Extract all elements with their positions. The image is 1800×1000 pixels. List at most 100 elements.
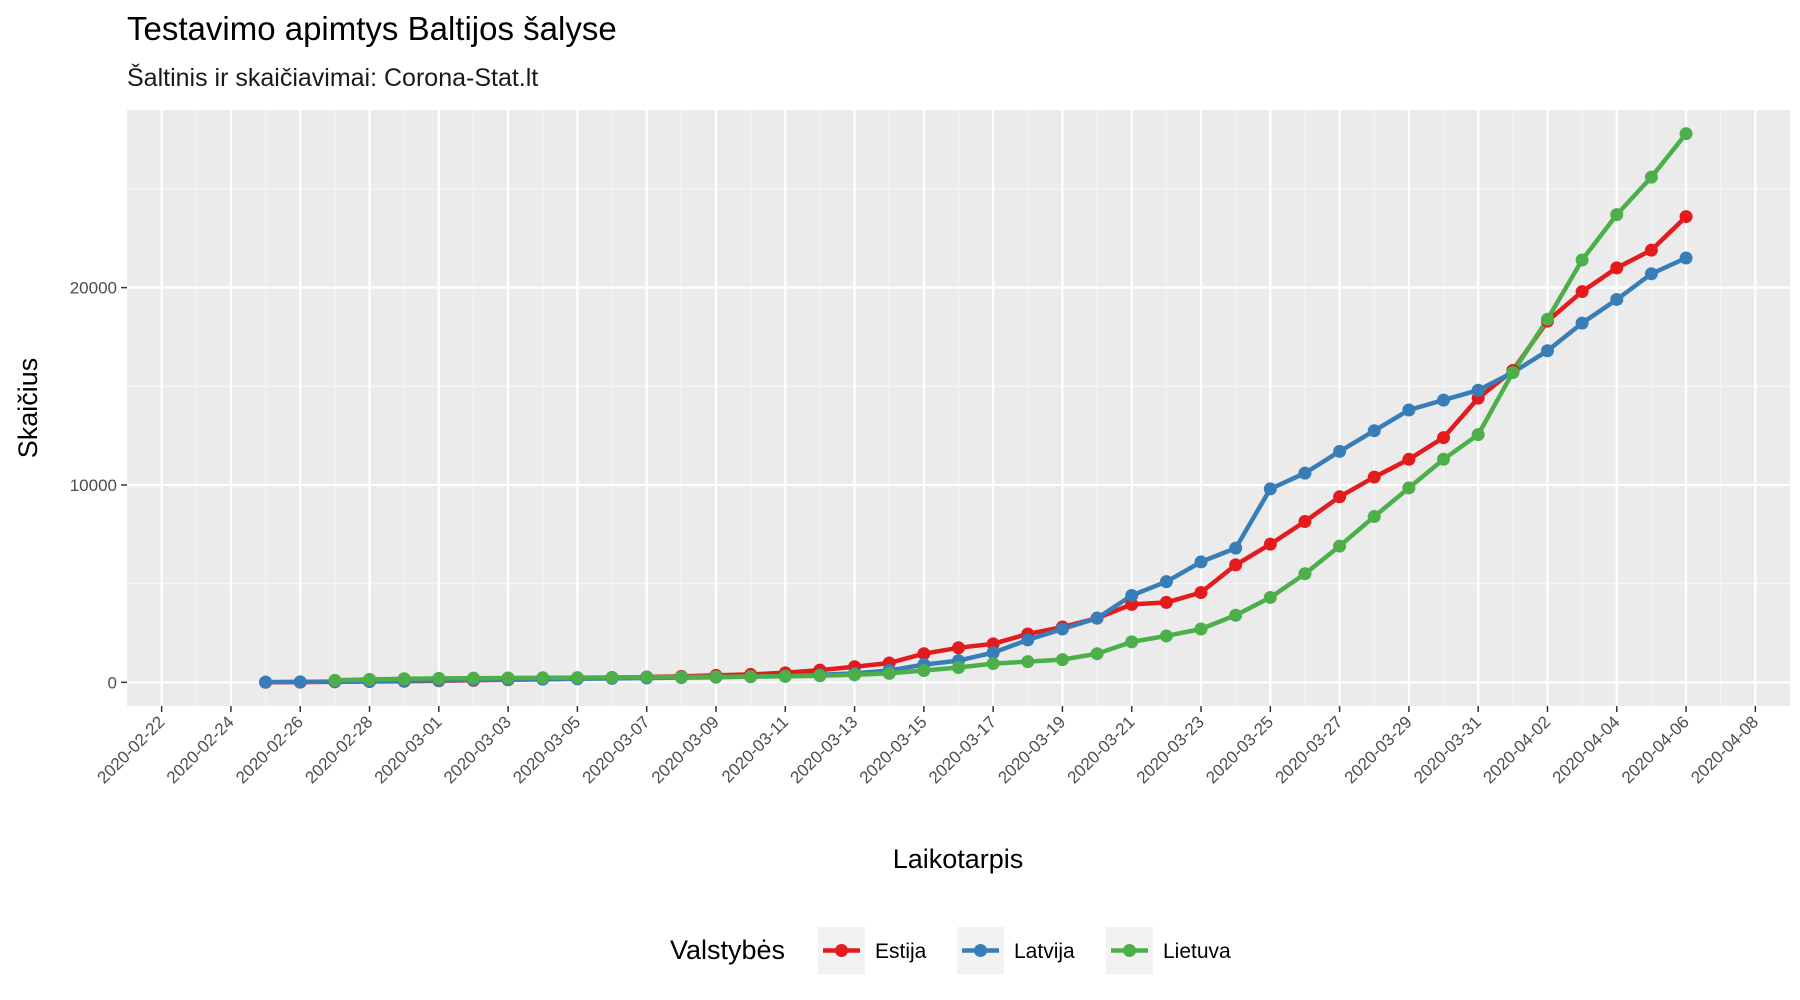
data-point-lietuva (813, 669, 827, 683)
data-point-latvija (1055, 622, 1069, 636)
data-point-lietuva (570, 671, 584, 685)
data-point-lietuva (1540, 312, 1554, 326)
legend: Valstybės Estija Latvija Lietuva (670, 927, 1231, 974)
data-point-latvija (259, 675, 273, 689)
x-axis-title: Laikotarpis (893, 844, 1024, 874)
data-point-lietuva (1090, 647, 1104, 661)
x-tick-label: 2020-03-03 (440, 712, 515, 787)
chart-title: Testavimo apimtys Baltijos šalyse (127, 10, 617, 47)
x-tick-label: 2020-02-24 (163, 712, 238, 787)
data-point-lietuva (1367, 510, 1381, 524)
data-point-latvija (1575, 316, 1589, 330)
y-tick-label: 20000 (70, 279, 117, 298)
legend-label-estija: Estija (875, 940, 927, 963)
data-point-lietuva (1159, 629, 1173, 643)
x-tick-label: 2020-03-27 (1272, 712, 1347, 787)
data-point-estija (1263, 537, 1277, 551)
data-point-latvija (1021, 633, 1035, 647)
x-tick-label: 2020-03-29 (1341, 712, 1416, 787)
data-point-lietuva (848, 668, 862, 682)
data-point-lietuva (536, 671, 550, 685)
data-point-lietuva (605, 670, 619, 684)
y-tick-label: 0 (108, 673, 117, 692)
data-point-lietuva (1055, 653, 1069, 667)
legend-key-point (1123, 944, 1136, 957)
data-point-lietuva (778, 669, 792, 683)
data-point-latvija (1367, 424, 1381, 438)
data-point-lietuva (432, 671, 446, 685)
data-point-estija (1298, 514, 1312, 528)
data-point-lietuva (1610, 208, 1624, 222)
x-tick-label: 2020-03-13 (786, 712, 861, 787)
legend-key-point (974, 944, 987, 957)
data-point-lietuva (1644, 170, 1658, 184)
legend-title: Valstybės (670, 935, 785, 965)
x-tick-label: 2020-03-19 (994, 712, 1069, 787)
data-point-latvija (1644, 267, 1658, 281)
legend-item-latvija: Latvija (957, 927, 1075, 974)
data-point-lietuva (1194, 622, 1208, 636)
data-point-lietuva (363, 672, 377, 686)
x-tick-label: 2020-03-15 (856, 712, 931, 787)
x-tick-label: 2020-02-22 (94, 712, 169, 787)
x-tick-labels: 2020-02-222020-02-242020-02-262020-02-28… (94, 712, 1763, 787)
data-point-latvija (293, 675, 307, 689)
data-point-estija (1679, 210, 1693, 224)
data-point-estija (952, 641, 965, 655)
data-point-lietuva (1437, 452, 1451, 466)
data-point-estija (1402, 452, 1416, 466)
data-point-lietuva (640, 670, 654, 684)
data-point-lietuva (328, 673, 342, 687)
data-point-estija (1575, 285, 1589, 299)
y-tick-labels: 0 10000 20000 (70, 279, 117, 693)
x-tick-label: 2020-03-31 (1410, 712, 1485, 787)
grid-major (127, 110, 1790, 706)
data-point-latvija (1437, 393, 1451, 407)
x-tick-label: 2020-03-23 (1133, 712, 1208, 787)
data-point-latvija (1471, 383, 1485, 397)
data-point-lietuva (1506, 365, 1520, 379)
data-point-lietuva (397, 672, 411, 686)
data-point-latvija (1298, 466, 1312, 480)
data-point-latvija (1194, 555, 1208, 569)
x-tick-label: 2020-02-28 (301, 712, 376, 787)
chart-subtitle: Šaltinis ir skaičiavimai: Corona-Stat.lt (127, 63, 538, 92)
data-point-lietuva (466, 671, 480, 685)
series-line-lietuva (332, 131, 1689, 683)
data-point-lietuva (986, 657, 1000, 671)
axis-ticks (121, 286, 1757, 712)
data-point-latvija (1229, 541, 1243, 555)
x-tick-label: 2020-02-26 (232, 712, 307, 787)
legend-item-estija: Estija (818, 927, 927, 974)
data-point-lietuva (1125, 635, 1139, 649)
legend-item-lietuva: Lietuva (1106, 927, 1231, 974)
data-point-latvija (1402, 403, 1416, 417)
legend-label-latvija: Latvija (1014, 940, 1075, 963)
data-point-latvija (1159, 575, 1173, 589)
data-point-estija (1125, 597, 1139, 611)
x-tick-label: 2020-04-08 (1687, 712, 1762, 787)
data-point-latvija (1679, 251, 1693, 265)
data-point-estija (1229, 558, 1243, 572)
data-point-lietuva (674, 670, 688, 684)
data-point-latvija (1610, 292, 1624, 306)
x-tick-label: 2020-04-06 (1618, 712, 1693, 787)
legend-key-point (835, 944, 848, 957)
data-point-lietuva (952, 661, 965, 675)
data-point-latvija (1125, 588, 1139, 602)
data-point-latvija (986, 646, 1000, 660)
data-point-lietuva (917, 663, 931, 677)
data-point-latvija (1333, 444, 1347, 458)
data-point-latvija (1540, 344, 1554, 358)
data-point-lietuva (1333, 539, 1347, 553)
data-point-estija (1644, 243, 1658, 257)
data-point-lietuva (709, 670, 723, 684)
data-point-lietuva (1263, 590, 1277, 604)
data-point-lietuva (1471, 428, 1485, 442)
data-point-estija (1610, 261, 1624, 275)
x-tick-label: 2020-04-02 (1479, 712, 1554, 787)
grid-minor (127, 110, 1790, 706)
data-point-lietuva (1679, 127, 1693, 141)
x-tick-label: 2020-03-11 (718, 712, 792, 786)
